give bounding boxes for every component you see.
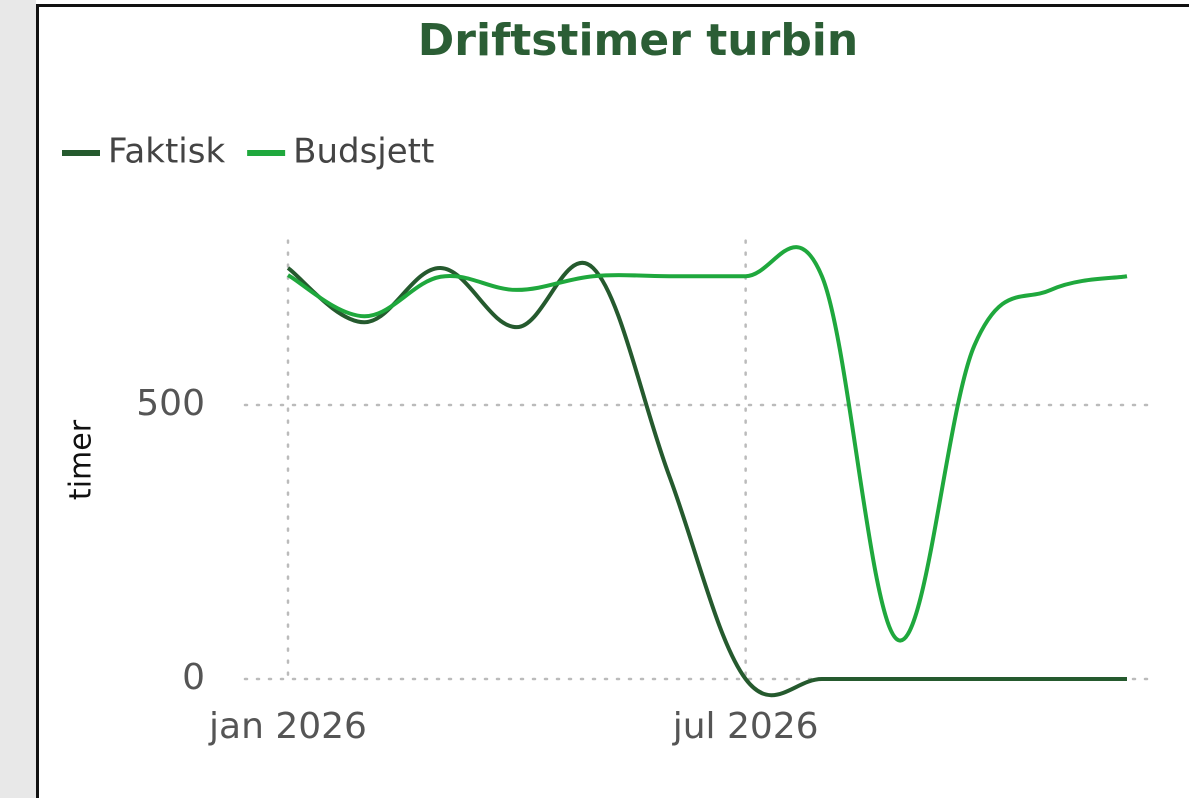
y-tick-label: 0 (182, 657, 205, 698)
line-series (286, 260, 1127, 698)
legend-label: Budsjett (293, 132, 434, 172)
chart-title: Driftstimer turbin (418, 15, 858, 66)
legend-label: Faktisk (108, 132, 225, 172)
line-series (286, 245, 1128, 643)
plot: 0 500 jan 2026 jul 2026 Faktisk Budsjett (62, 132, 1152, 747)
y-tick-label: 500 (136, 383, 205, 424)
x-tick-label: jul 2026 (672, 706, 819, 747)
y-axis-label: timer (64, 419, 99, 500)
x-tick-label: jan 2026 (208, 706, 367, 747)
background-strip (0, 0, 36, 798)
card-frame (36, 4, 1189, 798)
